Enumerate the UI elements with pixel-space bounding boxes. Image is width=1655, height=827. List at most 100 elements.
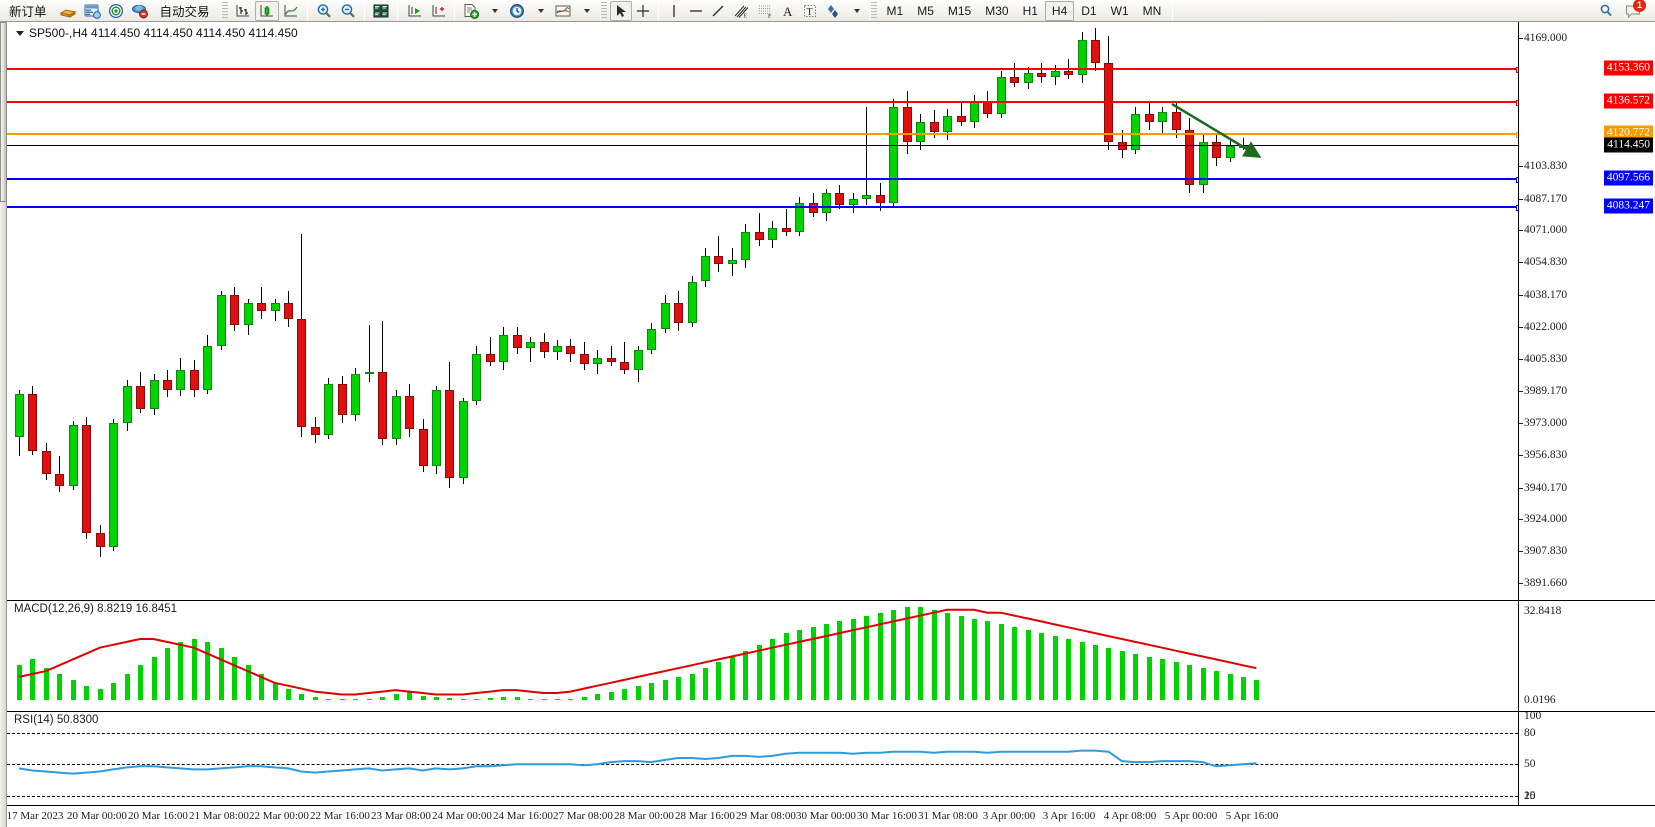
price-level-handle[interactable] xyxy=(1516,205,1518,212)
candlestick xyxy=(68,425,78,486)
crosshair-icon[interactable] xyxy=(632,1,654,21)
price-level-line-support[interactable] xyxy=(7,205,1518,212)
new-order-button[interactable]: 新订单 xyxy=(0,1,56,21)
timeframe-button-m15[interactable]: M15 xyxy=(947,3,972,18)
price-y-axis[interactable]: 4169.000 4103.830 4087.170 4071.000 4054.830… xyxy=(1518,22,1655,600)
price-tag-resistance[interactable]: 4136.572 xyxy=(1603,93,1653,109)
timeframe-button-d1[interactable]: D1 xyxy=(1081,3,1097,18)
candlestick-chart-icon[interactable] xyxy=(254,0,279,21)
price-level-handle[interactable] xyxy=(1516,100,1518,107)
price-tag-support[interactable]: 4083.247 xyxy=(1603,198,1653,214)
candlestick xyxy=(337,383,347,416)
macd-histogram-bar xyxy=(30,659,36,701)
timeframe-button-m5[interactable]: M5 xyxy=(917,3,934,18)
candlestick xyxy=(512,334,522,349)
chart-shift-icon[interactable] xyxy=(402,1,426,21)
new-chart-dropdown[interactable] xyxy=(483,1,505,21)
gold-bars-icon[interactable] xyxy=(56,1,80,21)
toolbar-grip-3[interactable] xyxy=(869,1,877,20)
tile-windows-icon[interactable] xyxy=(369,1,393,21)
text-label-icon[interactable]: T xyxy=(799,1,821,21)
macd-pane[interactable]: MACD(12,26,9) 8.8219 16.8451 32.8418 0.01… xyxy=(7,600,1655,711)
chart-vertical-scrollbar[interactable] xyxy=(0,22,7,827)
price-level-line-pivot[interactable] xyxy=(7,131,1518,138)
macd-histogram-bar xyxy=(1214,671,1220,701)
data-window-icon[interactable] xyxy=(104,1,128,21)
price-tag-support[interactable]: 4097.566 xyxy=(1603,170,1653,186)
price-pane[interactable]: SP500-,H4 4114.450 4114.450 4114.450 411… xyxy=(7,22,1655,600)
price-level-line-support[interactable] xyxy=(7,177,1518,184)
toolbar-grip-2[interactable] xyxy=(599,1,607,20)
timeframe-button-m1[interactable]: M1 xyxy=(886,3,904,18)
price-tag-resistance[interactable]: 4153.360 xyxy=(1603,60,1653,76)
timeframe-group: M1 M5 M15 M30 H1 H4 D1 W1 MN xyxy=(880,0,1169,22)
trendline-icon[interactable] xyxy=(707,1,729,21)
macd-histogram-bar xyxy=(931,609,937,701)
candlestick xyxy=(593,358,603,365)
search-icon[interactable] xyxy=(1595,1,1617,21)
y-axis-tick xyxy=(1519,487,1523,489)
indicators-dropdown[interactable] xyxy=(575,1,597,21)
bar-chart-icon[interactable] xyxy=(231,1,255,21)
timeframe-button-h1[interactable]: H1 xyxy=(1022,3,1038,18)
indicators-icon[interactable] xyxy=(551,1,575,21)
candlestick xyxy=(660,303,670,329)
zoom-out-icon[interactable] xyxy=(336,1,360,21)
rsi-y-axis[interactable]: 100 80 50 20 15 xyxy=(1518,710,1655,805)
price-level-line-current-price[interactable] xyxy=(7,144,1518,146)
text-icon[interactable]: A xyxy=(777,1,799,21)
auto-scroll-icon[interactable] xyxy=(426,1,450,21)
time-axis[interactable]: 17 Mar 2023 20 Mar 00:00 20 Mar 16:00 21 Ma… xyxy=(7,805,1655,827)
macd-histogram-bar xyxy=(945,612,951,701)
price-level-handle[interactable] xyxy=(1516,131,1518,138)
candlestick xyxy=(1050,71,1060,78)
price-tag-current-price[interactable]: 4114.450 xyxy=(1604,137,1653,153)
timeframe-button-mn[interactable]: MN xyxy=(1142,3,1162,18)
toolbar-grip[interactable] xyxy=(220,1,228,20)
timeframe-button-w1[interactable]: W1 xyxy=(1110,3,1129,18)
price-plot[interactable] xyxy=(7,22,1518,600)
fibonacci-icon[interactable]: F xyxy=(753,1,777,21)
rsi-plot[interactable] xyxy=(7,712,1518,805)
zoom-in-icon[interactable] xyxy=(312,1,336,21)
shapes-dropdown[interactable] xyxy=(845,1,867,21)
candlestick xyxy=(943,116,953,133)
price-level-line-resistance[interactable] xyxy=(7,100,1518,107)
chart-menu-caret-icon[interactable] xyxy=(16,31,24,36)
scrollbar-thumb[interactable] xyxy=(0,22,7,202)
vertical-line-icon[interactable] xyxy=(663,1,685,21)
price-tag-pivot[interactable]: 4120.772 xyxy=(1603,125,1653,141)
candle-wick xyxy=(489,336,491,367)
period-clock-icon[interactable] xyxy=(505,1,529,21)
time-axis-label: 22 Mar 16:00 xyxy=(310,810,370,822)
macd-plot[interactable] xyxy=(7,601,1518,711)
shapes-icon[interactable] xyxy=(821,1,845,21)
auto-trading-button[interactable]: 自动交易 xyxy=(152,1,218,21)
horizontal-line-icon[interactable] xyxy=(685,1,707,21)
price-level-line-resistance[interactable] xyxy=(7,67,1518,74)
time-axis-label: 23 Mar 08:00 xyxy=(371,810,431,822)
timeframe-button-m30[interactable]: M30 xyxy=(985,3,1009,18)
chevron-down-icon xyxy=(853,8,860,13)
notifications-icon[interactable]: 1 xyxy=(1621,0,1646,21)
price-level-handle[interactable] xyxy=(1516,67,1518,74)
auto-trading-icon[interactable] xyxy=(128,1,152,21)
market-watch-icon[interactable] xyxy=(80,1,104,21)
cursor-icon[interactable] xyxy=(609,0,632,21)
macd-histogram-bar xyxy=(1079,641,1085,701)
macd-y-axis[interactable]: 32.8418 0.0196 xyxy=(1518,601,1655,711)
new-chart-icon[interactable] xyxy=(459,1,483,21)
y-axis-tick xyxy=(1519,551,1523,553)
line-chart-icon[interactable] xyxy=(279,1,303,21)
macd-histogram-bar xyxy=(810,627,816,701)
timeframe-button-h4[interactable]: H4 xyxy=(1044,0,1075,21)
price-level-handle[interactable] xyxy=(1516,177,1518,184)
equidistant-channel-icon[interactable]: E xyxy=(729,1,753,21)
rsi-pane[interactable]: RSI(14) 50.8300 100 80 50 20 15 xyxy=(7,710,1655,805)
candlestick xyxy=(1037,73,1047,78)
y-axis-label: 4169.000 xyxy=(1524,31,1568,44)
y-axis-label: 4038.170 xyxy=(1524,288,1568,301)
macd-histogram-bar xyxy=(178,641,184,701)
period-dropdown[interactable] xyxy=(529,1,551,21)
candlestick xyxy=(606,358,616,363)
